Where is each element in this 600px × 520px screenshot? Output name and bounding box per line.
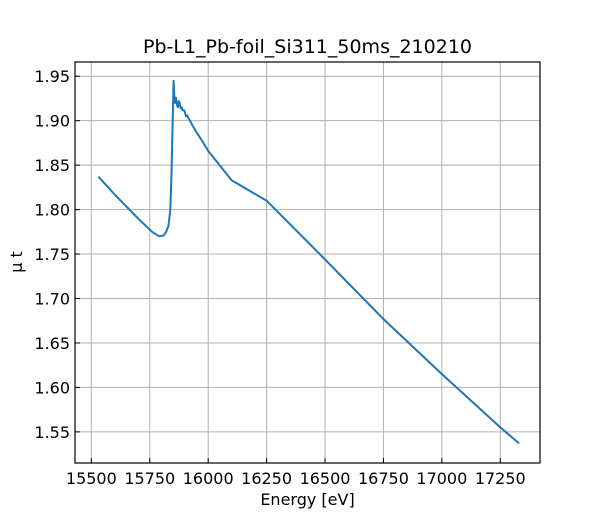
x-tick-label: 16250 (241, 469, 292, 488)
x-tick-label: 16500 (300, 469, 351, 488)
y-tick-label: 1.70 (34, 290, 70, 309)
y-tick-label: 1.85 (34, 156, 70, 175)
axis-ticks: 15500 15750 16000 16250 16500 16750 17000 17250… (34, 67, 525, 488)
y-tick-label: 1.80 (34, 201, 70, 220)
x-tick-label: 15750 (124, 469, 175, 488)
chart-title: Pb-L1_Pb-foil_Si311_50ms_210210 (143, 36, 472, 58)
data-series (97, 79, 520, 445)
x-tick-label: 17250 (475, 469, 526, 488)
y-tick-label: 1.60 (34, 378, 70, 397)
y-tick-label: 1.95 (34, 67, 70, 86)
x-tick-label: 17000 (416, 469, 467, 488)
plot-frame (74, 61, 541, 464)
series-line (97, 79, 520, 445)
x-tick-label: 16750 (358, 469, 409, 488)
grid-lines (75, 62, 540, 463)
x-axis-label: Energy [eV] (260, 490, 354, 509)
y-tick-label: 1.65 (34, 334, 70, 353)
y-tick-label: 1.75 (34, 245, 70, 264)
x-tick-label: 15500 (66, 469, 117, 488)
y-axis-label: μ t (7, 251, 26, 273)
y-tick-label: 1.90 (34, 112, 70, 131)
y-tick-label: 1.55 (34, 423, 70, 442)
x-tick-label: 16000 (183, 469, 234, 488)
